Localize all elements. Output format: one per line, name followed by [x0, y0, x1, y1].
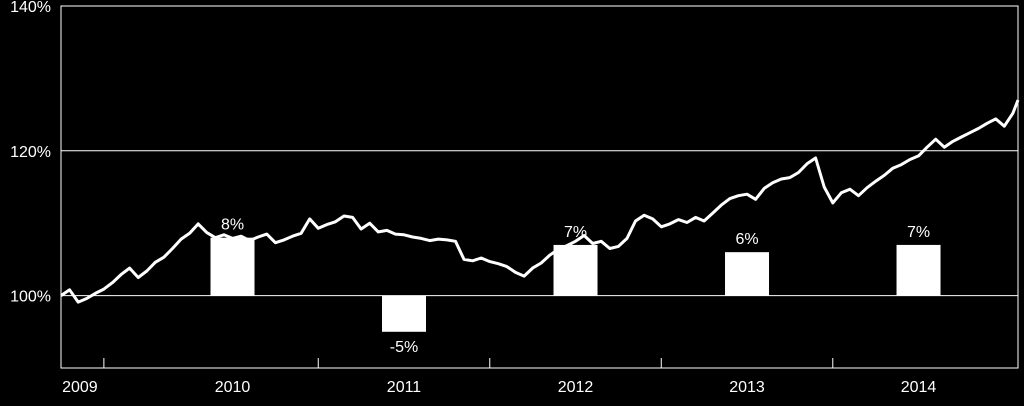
bar-2013: [725, 252, 770, 296]
bar-2010: [210, 237, 255, 296]
cumulative-line: [60, 99, 1020, 304]
x-tick-label: 2009: [62, 379, 98, 396]
plot-frame: [60, 5, 1019, 369]
bar-2012: [553, 244, 598, 296]
x-tick-label: 2011: [387, 379, 422, 396]
x-tick-label: 2010: [215, 379, 251, 396]
data-label-2012: 7%: [564, 224, 587, 241]
grid-layer: [60, 5, 1019, 369]
y-tick-label: 120%: [10, 144, 51, 161]
x-tick-label: 2014: [901, 379, 937, 396]
data-label-2010: 8%: [221, 217, 244, 234]
data-label-2013: 6%: [735, 231, 758, 248]
axis-layer: 100% 120% 140% 2009 2010 2011 2012 2013 2014: [10, 0, 936, 396]
y-tick-label: 140%: [10, 0, 51, 16]
cumulative-line-layer: [60, 99, 1020, 304]
x-tick-label: 2012: [558, 379, 594, 396]
x-tick-label: 2013: [729, 379, 765, 396]
label-layer: 8% -5% 7% 6% 7%: [221, 217, 930, 356]
bar-2011: [382, 295, 427, 332]
data-label-2014: 7%: [907, 224, 930, 241]
bar-2014: [896, 244, 941, 296]
y-tick-label: 100%: [10, 289, 51, 306]
data-label-2011: -5%: [390, 339, 418, 356]
annual-return-bars: [210, 237, 941, 332]
